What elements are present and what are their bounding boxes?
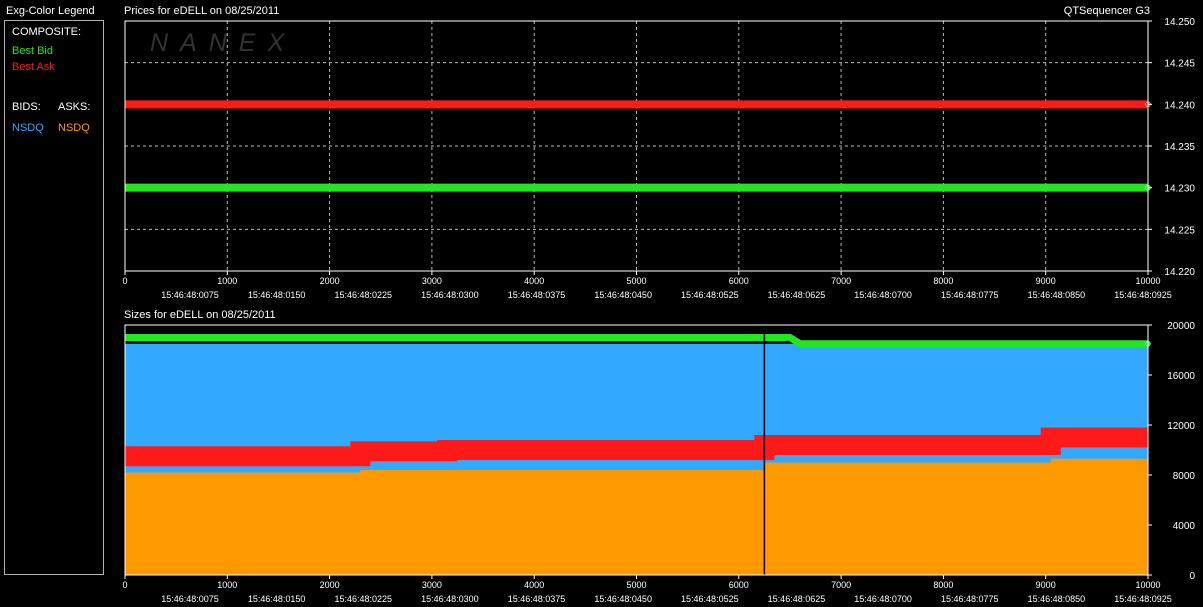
x-time-label: 15:46:48:0775 [941, 290, 999, 300]
x-tick-label: 4000 [524, 276, 544, 286]
ask-nsdq-size-area [125, 458, 1148, 575]
y-tick-label: 14.230 [1164, 184, 1195, 195]
x-time-label: 15:46:48:0075 [161, 594, 219, 604]
best-bid-size-line [125, 334, 1148, 348]
x-time-label: 15:46:48:0450 [594, 594, 652, 604]
x-time-label: 15:46:48:0700 [854, 594, 912, 604]
x-time-label: 15:46:48:0925 [1114, 290, 1172, 300]
x-time-label: 15:46:48:0300 [421, 290, 479, 300]
x-time-label: 15:46:48:0375 [508, 290, 566, 300]
x-time-label: 15:46:48:0525 [681, 290, 739, 300]
y-tick-label: 14.220 [1164, 267, 1195, 278]
size-chart-title: Sizes for eDELL on 08/25/2011 [124, 309, 276, 321]
x-tick-label: 7000 [831, 580, 851, 590]
x-tick-label: 2000 [320, 276, 340, 286]
x-tick-label: 6000 [729, 580, 749, 590]
x-tick-label: 1000 [217, 580, 237, 590]
best-ask-size-band [125, 427, 1148, 467]
y-tick-label: 20000 [1167, 321, 1195, 332]
x-time-label: 15:46:48:0625 [768, 594, 826, 604]
x-tick-label: 9000 [1036, 276, 1056, 286]
x-time-label: 15:46:48:0375 [508, 594, 566, 604]
y-tick-label: 14.235 [1164, 142, 1195, 153]
x-tick-label: 10000 [1135, 580, 1160, 590]
x-time-label: 15:46:48:0450 [594, 290, 652, 300]
x-tick-label: 4000 [524, 580, 544, 590]
x-tick-label: 3000 [422, 276, 442, 286]
x-tick-label: 1000 [217, 276, 237, 286]
price-chart: NANEX 0 1000 2000 3000 4000 5000 6000 7000 8000 9… [122, 17, 1195, 300]
x-time-label: 15:46:48:0775 [941, 594, 999, 604]
x-time-label: 15:46:48:0700 [854, 290, 912, 300]
x-time-label: 15:46:48:0150 [248, 594, 306, 604]
x-tick-label: 0 [122, 580, 127, 590]
x-time-label: 15:46:48:0525 [681, 594, 739, 604]
watermark: NANEX [150, 29, 296, 57]
best-ask-legend: Best Ask [12, 61, 55, 73]
app-title: QTSequencer G3 [1063, 5, 1150, 17]
y-tick-label: 14.225 [1164, 225, 1195, 236]
x-time-label: 15:46:48:0225 [334, 594, 392, 604]
x-tick-label: 8000 [933, 276, 953, 286]
price-chart-title: Prices for eDELL on 08/25/2011 [124, 5, 280, 17]
x-time-label: 15:46:48:0625 [768, 290, 826, 300]
x-time-label: 15:46:48:0225 [334, 290, 392, 300]
y-tick-label: 4000 [1173, 521, 1196, 532]
asks-label: ASKS: [58, 101, 91, 113]
x-tick-label: 9000 [1036, 580, 1056, 590]
ask-exchange-nsdq-legend: NSDQ [58, 122, 90, 134]
y-tick-label: 12000 [1167, 421, 1195, 432]
legend-title: Exg-Color Legend [6, 5, 95, 17]
y-tick-label: 8000 [1173, 471, 1196, 482]
x-tick-label: 8000 [933, 580, 953, 590]
x-time-label: 15:46:48:0150 [248, 290, 306, 300]
x-time-label: 15:46:48:0850 [1028, 290, 1086, 300]
bid-exchange-nsdq-legend: NSDQ [12, 122, 44, 134]
x-time-label: 15:46:48:0925 [1114, 594, 1172, 604]
x-tick-label: 6000 [729, 276, 749, 286]
composite-label: COMPOSITE: [12, 26, 82, 38]
y-tick-label: 14.250 [1164, 17, 1195, 28]
x-tick-label: 5000 [626, 580, 646, 590]
x-tick-label: 7000 [831, 276, 851, 286]
y-tick-label: 16000 [1167, 371, 1195, 382]
y-tick-label: 0 [1189, 571, 1195, 582]
bids-label: BIDS: [12, 101, 41, 113]
x-time-label: 15:46:48:0300 [421, 594, 479, 604]
x-tick-label: 0 [122, 276, 127, 286]
y-tick-label: 14.240 [1164, 100, 1195, 111]
exchange-color-legend: COMPOSITE: Best Bid Best Ask BIDS: ASKS:… [4, 20, 104, 575]
x-time-label: 15:46:48:0075 [161, 290, 219, 300]
x-tick-label: 5000 [626, 276, 646, 286]
size-chart: 0 1000 2000 3000 4000 5000 6000 7000 8000 9000 100… [122, 321, 1195, 604]
x-tick-label: 3000 [422, 580, 442, 590]
best-bid-legend: Best Bid [12, 45, 53, 57]
y-tick-label: 14.245 [1164, 59, 1195, 70]
x-tick-label: 2000 [320, 580, 340, 590]
x-time-label: 15:46:48:0850 [1028, 594, 1086, 604]
x-tick-label: 10000 [1135, 276, 1160, 286]
